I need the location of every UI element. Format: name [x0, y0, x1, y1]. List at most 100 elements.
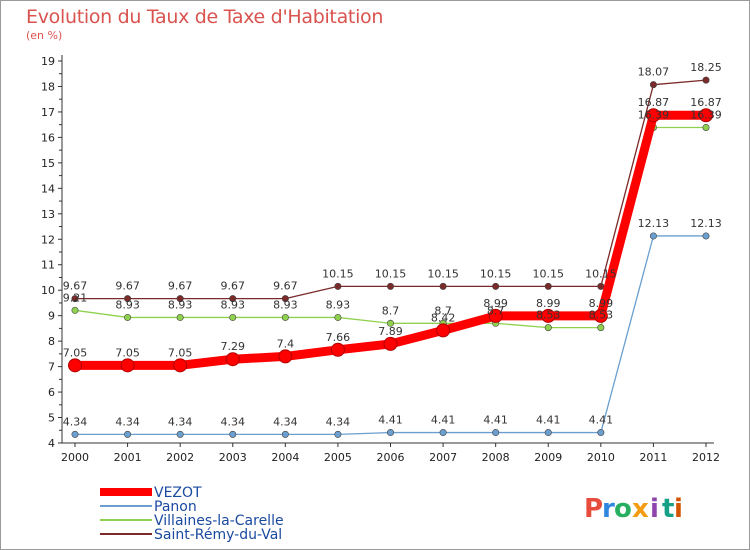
data-point [278, 349, 293, 364]
y-tick-label: 6 [48, 386, 55, 399]
data-point [488, 308, 503, 323]
data-label: 4.41 [483, 414, 508, 427]
data-point [597, 429, 605, 437]
data-point [120, 358, 135, 373]
data-label: 4.34 [326, 415, 351, 428]
data-point [176, 295, 184, 303]
data-point [229, 313, 237, 321]
x-tick-label: 2007 [429, 451, 457, 464]
x-tick-label: 2002 [166, 451, 194, 464]
data-label: 16.39 [690, 108, 722, 121]
data-point [383, 336, 398, 351]
data-point [124, 313, 132, 321]
data-label: 10.15 [427, 267, 459, 280]
data-label: 7.05 [168, 346, 193, 359]
data-label: 7.05 [115, 346, 140, 359]
data-label: 10.15 [322, 267, 354, 280]
data-point [646, 108, 661, 123]
data-point [544, 429, 552, 437]
data-point [281, 295, 289, 303]
y-tick-label: 11 [41, 259, 55, 272]
data-label: 4.41 [378, 414, 403, 427]
data-point [281, 313, 289, 321]
data-label: 7.29 [221, 340, 246, 353]
data-point [176, 313, 184, 321]
data-label: 10.15 [585, 267, 617, 280]
data-label: 8.93 [221, 298, 246, 311]
data-point [699, 108, 713, 123]
y-tick-label: 17 [41, 106, 55, 119]
data-point [492, 429, 500, 437]
data-point [176, 430, 184, 438]
data-point [597, 282, 605, 290]
data-label: 10.15 [480, 267, 512, 280]
data-label: 4.34 [221, 415, 246, 428]
logo-letter: t [662, 494, 674, 524]
data-point [71, 430, 79, 438]
data-point [334, 430, 342, 438]
data-label: 18.25 [690, 61, 722, 74]
data-label: 8.7 [487, 304, 505, 317]
data-label: 9.67 [115, 280, 140, 293]
data-label: 7.66 [326, 331, 351, 344]
data-label: 8.99 [483, 297, 508, 310]
data-label: 8.7 [382, 304, 400, 317]
x-tick-label: 2001 [114, 451, 142, 464]
y-tick-label: 14 [41, 182, 55, 195]
legend-entry: Villaines-la-Carelle [154, 513, 284, 529]
data-point [439, 429, 447, 437]
data-point [386, 319, 394, 327]
logo-letter: x [632, 494, 649, 524]
legend: VEZOTPanonVillaines-la-CarelleSaint-Rémy… [100, 485, 284, 543]
y-tick-label: 15 [41, 157, 55, 170]
x-tick-label: 2009 [534, 451, 562, 464]
data-label: 8.53 [536, 309, 561, 322]
data-label: 8.99 [536, 297, 561, 310]
data-label: 10.15 [533, 267, 565, 280]
y-tick-label: 9 [48, 310, 55, 323]
data-label: 16.39 [638, 108, 670, 121]
data-label: 4.34 [115, 415, 140, 428]
y-tick-label: 18 [41, 80, 55, 93]
x-tick-label: 2003 [219, 451, 247, 464]
chart-title: Evolution du Taux de Taxe d'Habitation [26, 6, 384, 28]
logo-letter: P [584, 494, 603, 524]
data-point [281, 430, 289, 438]
data-point [544, 282, 552, 290]
y-tick-label: 5 [48, 412, 55, 425]
data-label: 4.41 [431, 414, 456, 427]
data-label: 8.7 [434, 304, 452, 317]
y-tick-label: 4 [48, 437, 55, 450]
data-point [68, 358, 82, 373]
data-label: 7.4 [277, 337, 295, 350]
data-label: 7.89 [378, 325, 403, 338]
series-lines [68, 76, 713, 438]
x-tick-label: 2006 [377, 451, 405, 464]
data-label: 8.93 [168, 298, 193, 311]
data-label: 16.87 [638, 96, 670, 109]
data-point [593, 308, 608, 323]
data-label: 9.67 [63, 280, 88, 293]
data-point [597, 324, 605, 332]
x-tick-label: 2010 [587, 451, 615, 464]
chart-subtitle: (en %) [26, 29, 63, 42]
data-point [334, 282, 342, 290]
axes: 4 5 6 7 8 9 10 11 12 13 14 15 16 17 18 19 2000 2001 2002 20… [41, 55, 720, 464]
data-point [541, 308, 556, 323]
data-label: 12.13 [690, 217, 722, 230]
data-point [71, 306, 79, 314]
y-tick-label: 13 [41, 208, 55, 221]
data-point [71, 295, 79, 303]
data-label: 8.53 [589, 309, 614, 322]
x-tick-label: 2008 [482, 451, 510, 464]
data-point [702, 232, 710, 240]
data-label: 10.15 [375, 267, 407, 280]
data-point [649, 232, 657, 240]
logo-letter: r [602, 494, 615, 524]
legend-entry: VEZOT [154, 485, 202, 501]
data-label: 7.05 [63, 346, 88, 359]
logo-letter: i [650, 494, 659, 524]
data-point [544, 324, 552, 332]
data-label: 4.34 [63, 415, 88, 428]
